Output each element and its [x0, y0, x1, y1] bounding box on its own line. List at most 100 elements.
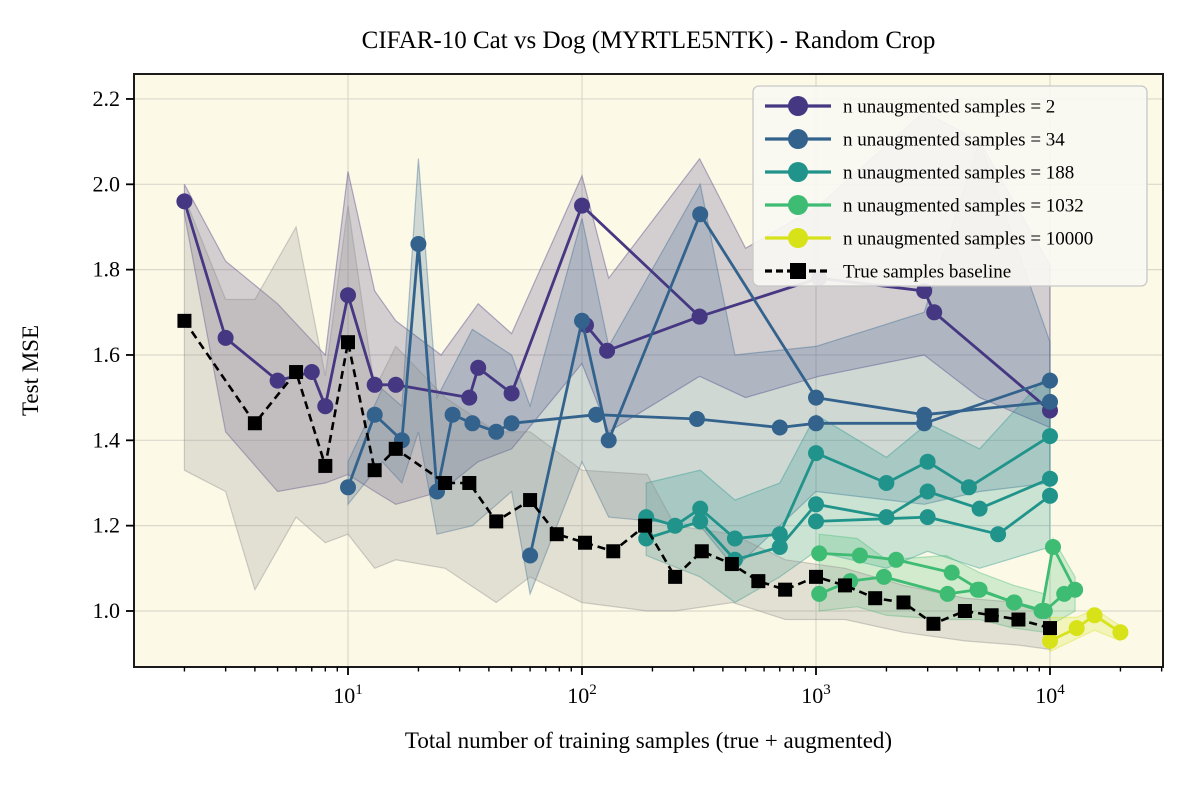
x-tick-label: 103 — [801, 682, 831, 708]
data-point-marker — [1042, 470, 1058, 487]
legend-entry: n unaugmented samples = 188 — [765, 162, 1074, 184]
legend-label: n unaugmented samples = 188 — [843, 163, 1074, 184]
data-point-marker — [888, 551, 905, 568]
data-point-marker — [809, 569, 823, 584]
series-line-2-2 — [815, 494, 1051, 536]
data-point-marker — [217, 329, 234, 346]
legend-marker — [788, 96, 808, 116]
y-tick-label: 2.0 — [93, 171, 121, 196]
data-point-marker — [808, 496, 824, 513]
data-point-marker — [778, 582, 793, 597]
data-point-marker — [366, 376, 383, 393]
data-point-marker — [340, 479, 356, 496]
data-point-marker — [269, 372, 286, 389]
data-point-marker — [503, 415, 520, 432]
data-point-marker — [939, 585, 956, 602]
legend-label: True samples baseline — [843, 262, 1011, 283]
data-point-marker — [960, 479, 977, 496]
data-point-marker — [588, 406, 605, 423]
data-point-marker — [1045, 539, 1061, 555]
data-point-marker — [896, 595, 911, 610]
data-point-marker — [1068, 620, 1085, 637]
data-point-marker — [916, 406, 933, 423]
data-point-marker — [387, 376, 404, 393]
data-point-marker — [462, 475, 477, 490]
legend-box — [752, 85, 1148, 287]
data-point-marker — [489, 514, 504, 529]
data-point-marker — [549, 527, 564, 542]
legend-entry: True samples baseline — [765, 262, 1011, 283]
legend-label: n unaugmented samples = 10000 — [843, 229, 1093, 250]
x-tick-label: 102 — [567, 682, 597, 708]
data-point-marker — [771, 419, 788, 436]
data-point-marker — [1036, 603, 1053, 619]
data-point-marker — [878, 475, 895, 491]
legend-label: n unaugmented samples = 1032 — [843, 196, 1084, 217]
data-point-marker — [726, 530, 743, 547]
legend-label: n unaugmented samples = 2 — [843, 97, 1055, 118]
data-point-marker — [1042, 632, 1058, 649]
legend-marker — [788, 195, 808, 215]
data-point-marker — [1042, 372, 1058, 389]
data-point-marker — [851, 547, 868, 564]
x-tick-label: 104 — [1035, 682, 1065, 708]
data-point-marker — [303, 364, 320, 380]
data-point-marker — [1006, 594, 1023, 611]
data-point-marker — [878, 509, 895, 526]
data-point-marker — [1042, 487, 1058, 504]
data-point-marker — [984, 608, 999, 623]
data-point-marker — [811, 585, 828, 602]
data-point-marker — [668, 569, 683, 584]
data-point-marker — [692, 500, 709, 517]
data-point-marker — [289, 365, 304, 380]
data-point-marker — [969, 581, 986, 598]
y-tick-label: 2.2 — [93, 86, 121, 111]
data-point-marker — [868, 591, 883, 606]
data-point-marker — [464, 415, 481, 432]
series-line-2-0 — [645, 434, 1051, 540]
data-point-marker — [600, 432, 617, 449]
legend-marker — [788, 162, 808, 182]
legend-entry: n unaugmented samples = 1032 — [765, 195, 1084, 217]
y-tick-label: 1.4 — [93, 427, 121, 452]
data-point-marker — [1086, 607, 1103, 624]
y-tick-label: 1.0 — [93, 598, 121, 623]
data-point-marker — [811, 545, 828, 562]
data-point-marker — [599, 342, 616, 359]
data-point-marker — [957, 604, 972, 618]
data-point-marker — [919, 483, 936, 500]
data-point-marker — [606, 544, 621, 559]
data-point-marker — [875, 568, 892, 585]
data-point-marker — [724, 557, 739, 572]
x-tick-label: 101 — [333, 682, 363, 708]
data-point-marker — [341, 335, 355, 350]
data-point-marker — [926, 304, 943, 321]
data-point-marker — [943, 564, 960, 581]
data-point-marker — [461, 389, 478, 406]
data-point-marker — [317, 398, 334, 415]
data-point-marker — [340, 287, 356, 304]
data-point-marker — [1011, 612, 1026, 627]
legend-entry: n unaugmented samples = 34 — [765, 129, 1065, 151]
data-point-marker — [578, 535, 593, 550]
data-point-marker — [574, 312, 590, 329]
data-point-marker — [1043, 621, 1057, 636]
data-point-marker — [1112, 624, 1129, 641]
data-point-marker — [971, 500, 988, 517]
chart-title: CIFAR-10 Cat vs Dog (MYRTLE5NTK) - Rando… — [362, 27, 936, 54]
data-point-marker — [638, 518, 653, 533]
data-point-marker — [808, 445, 824, 462]
data-point-marker — [926, 616, 941, 631]
data-point-marker — [488, 423, 505, 440]
y-tick-label: 1.2 — [93, 513, 121, 538]
data-point-marker — [444, 406, 461, 423]
data-point-marker — [470, 359, 487, 376]
data-point-marker — [523, 493, 538, 508]
data-point-marker — [503, 385, 520, 402]
data-point-marker — [771, 539, 788, 555]
series-band-5 — [183, 196, 1051, 651]
data-point-marker — [990, 526, 1007, 543]
data-point-marker — [177, 313, 192, 328]
data-point-marker — [410, 236, 427, 252]
